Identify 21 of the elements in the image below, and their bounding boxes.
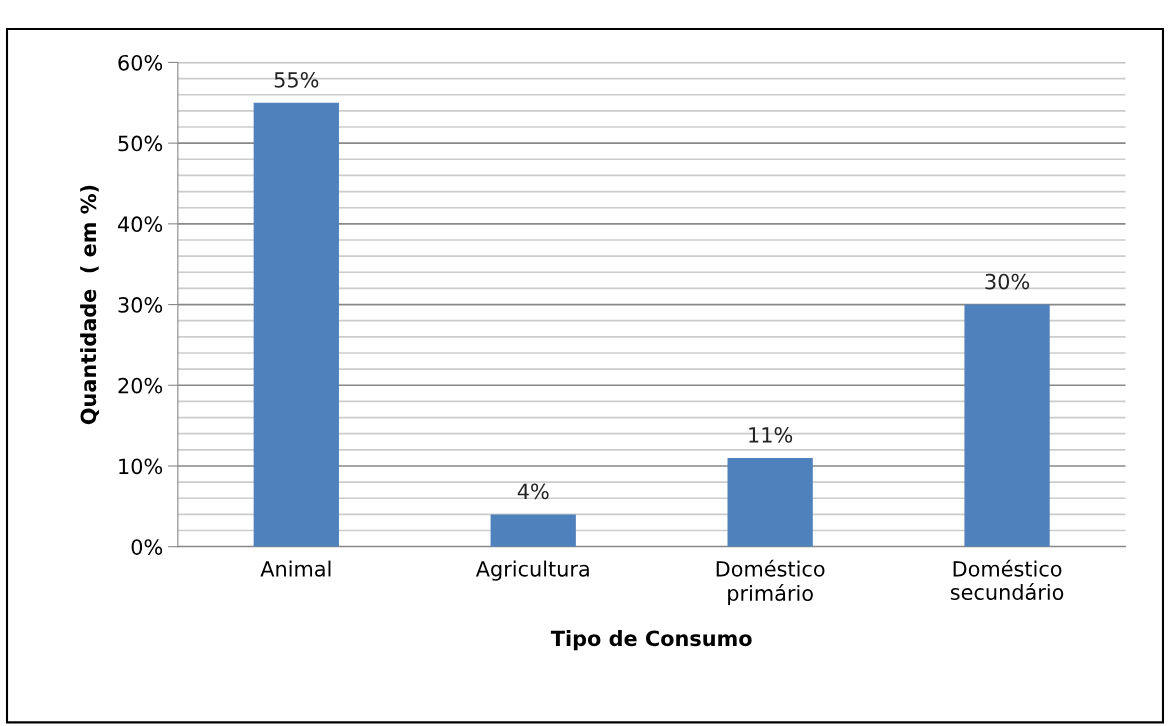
data-label: 30%	[985, 273, 1030, 290]
x-axis-title: Tipo de Consumo	[550, 630, 752, 651]
bar	[964, 304, 1050, 547]
y-tick-label: 40%	[117, 216, 163, 233]
y-axis-title: Quantidade ( em %)	[80, 185, 99, 425]
bar	[490, 514, 576, 547]
data-label: 11%	[749, 426, 793, 443]
x-tick-label: Doméstico secundário	[950, 559, 1064, 601]
y-tick-label: 10%	[119, 458, 163, 475]
x-tick-label: Agricultura	[475, 560, 589, 581]
bar	[253, 102, 339, 547]
y-tick-label: 60%	[118, 54, 163, 71]
x-tick-label: Animal	[260, 560, 331, 577]
bar	[727, 457, 813, 547]
data-label: 55%	[274, 71, 319, 88]
x-tick-label: Doméstico primário	[716, 559, 825, 606]
y-tick-label: 50%	[118, 135, 163, 152]
y-tick-label: 30%	[118, 297, 163, 313]
y-tick-label: 20%	[118, 377, 163, 394]
data-label: 4%	[517, 483, 549, 500]
y-tick-label: 0%	[131, 539, 163, 555]
